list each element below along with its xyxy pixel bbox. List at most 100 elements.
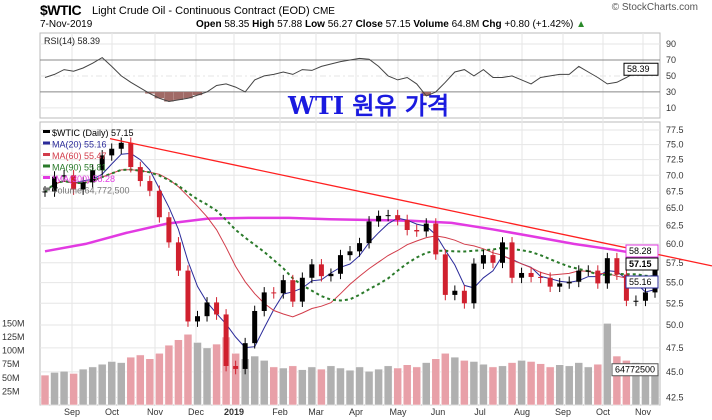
legend-swatch-icon (43, 176, 50, 179)
volume-bar (488, 366, 498, 406)
volume-tag-label: 64772500 (615, 365, 655, 375)
volume-bar (564, 365, 574, 406)
rsi-legend: RSI(14) 58.39 (44, 36, 100, 46)
volume-bar (402, 364, 412, 406)
volume-bar (88, 366, 97, 406)
price-tick-label: 52.5 (666, 298, 684, 308)
legend-swatch-icon (43, 141, 50, 145)
rsi-oversold-fill (183, 91, 193, 99)
candle-body (414, 229, 420, 232)
volume-tick-label: 50M (2, 373, 20, 383)
x-tick-label: Sep (555, 407, 571, 417)
candle-body (357, 243, 363, 252)
candle-body (490, 255, 496, 263)
volume-bar (212, 343, 221, 406)
volume-bar (574, 362, 583, 406)
volume-bar (374, 368, 383, 406)
volume-bar (517, 360, 526, 406)
high-label: High (252, 19, 275, 30)
candle-body (519, 272, 525, 278)
trendline (109, 138, 712, 267)
volume-bar (469, 361, 479, 406)
price-tick-label: 55.0 (666, 278, 684, 288)
candle-body (547, 277, 553, 287)
volume-bar (479, 363, 488, 406)
value-tag (625, 244, 659, 258)
volume-bar (317, 368, 326, 406)
volume-bar (231, 353, 240, 406)
volume-bar (40, 374, 50, 406)
close-label: Close (355, 19, 383, 30)
symbol: $WTIC (40, 2, 82, 18)
x-tick-label: Jul (474, 407, 486, 417)
volume-tag (611, 363, 659, 377)
volume-bar (202, 347, 212, 406)
x-tick-label: May (389, 407, 407, 417)
volume-bar (78, 368, 88, 406)
rsi-oversold-fill (173, 91, 184, 100)
instrument-name: Light Crude Oil - Continuous Contract (E… (92, 5, 335, 17)
legend-swatch-icon (43, 164, 50, 168)
up-arrow-icon: ▲ (576, 19, 586, 30)
candle-body (156, 190, 162, 218)
legend-item: MA(20) 55.16 (52, 140, 107, 150)
legend-item: MA(90) 55.81 (52, 163, 107, 173)
price-tick-label: 75.0 (666, 140, 684, 150)
open-value: 58.35 (224, 19, 250, 30)
candle-body (480, 255, 486, 264)
volume-tick-label: 150M (2, 318, 25, 328)
volume-bar (269, 366, 278, 406)
open-label: Open (196, 19, 222, 30)
rsi-tick-label: 50 (666, 71, 676, 81)
candle-body (633, 300, 639, 302)
volume-tick-label: 75M (2, 359, 20, 369)
low-label: Low (304, 19, 325, 30)
volume-bar (117, 362, 126, 406)
candle-body (433, 223, 439, 255)
candle-body (128, 142, 134, 168)
volume-bar (584, 366, 593, 406)
rsi-oversold-fill (192, 91, 203, 96)
candle-body (147, 181, 153, 191)
legend-item: *MA(300) 58.28 (52, 174, 115, 184)
candle-body (528, 272, 534, 277)
candle-body (604, 258, 610, 284)
value-tag-label: 55.16 (629, 277, 652, 287)
ma20-line (44, 152, 656, 349)
candle-body (61, 175, 67, 177)
candle-body (80, 182, 86, 190)
candle-body (90, 170, 96, 183)
low-value: 56.27 (327, 19, 353, 30)
candle-body (347, 251, 353, 256)
volume-bar (183, 334, 193, 406)
price-tick-label: 47.5 (666, 343, 684, 353)
volume-bar (345, 369, 355, 406)
rsi-tick-label: 90 (666, 39, 676, 49)
candle-body (204, 302, 210, 317)
x-tick-label: Feb (272, 407, 288, 417)
rsi-oversold-fill (154, 91, 165, 99)
candle-body (42, 191, 48, 193)
candle-body (280, 280, 286, 294)
candle-body (576, 270, 582, 282)
volume-bar (612, 355, 622, 406)
candle-body (233, 365, 239, 369)
exchange: CME (312, 6, 335, 17)
price-tick-label: 60.0 (666, 239, 684, 249)
volume-bar (631, 362, 641, 406)
high-value: 57.88 (277, 19, 303, 30)
volume-bar (69, 373, 78, 406)
legend-swatch-icon (43, 130, 50, 133)
candle-body (52, 176, 58, 192)
volume-bar (279, 367, 288, 406)
x-tick-label: Sep (64, 407, 80, 417)
volume-bar (250, 355, 259, 406)
volume-bar (507, 362, 517, 406)
candle-body (471, 263, 477, 304)
volume-bar (460, 360, 469, 406)
candle-body (500, 242, 505, 263)
candle-body (395, 215, 401, 221)
candle-body (328, 273, 334, 277)
volume-bar (536, 363, 545, 406)
